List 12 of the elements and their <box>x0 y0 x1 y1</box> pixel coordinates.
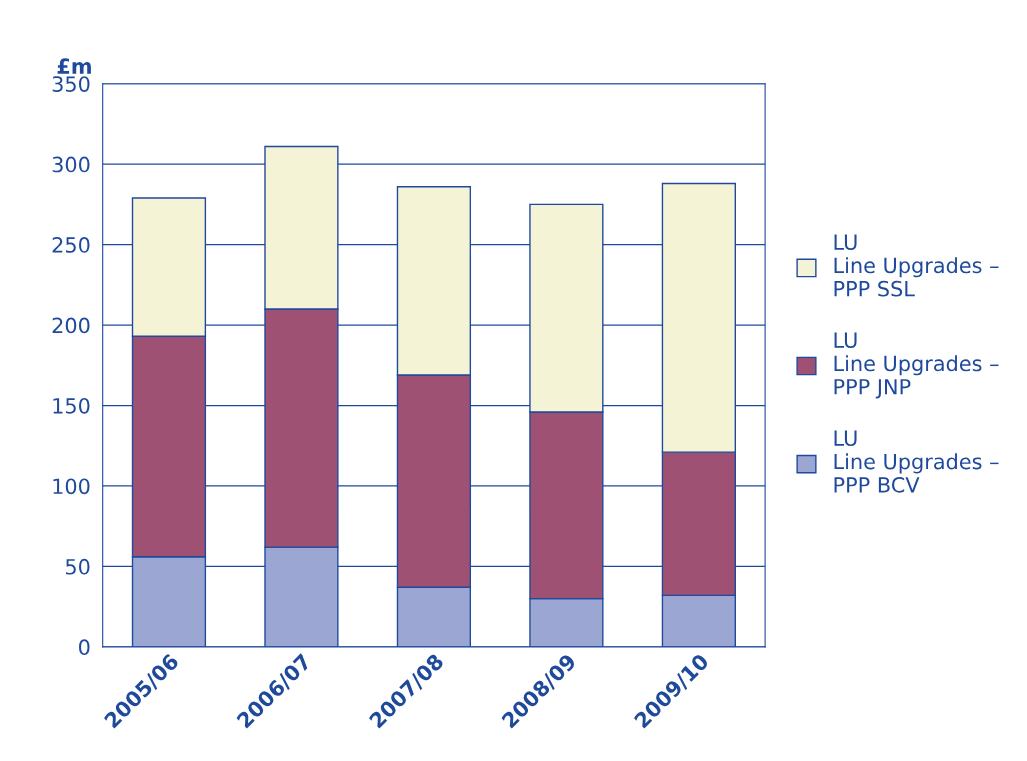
y-tick-label: 0 <box>79 639 90 656</box>
y-tick-label: 200 <box>52 317 90 334</box>
legend-label: LU Line Upgrades – PPP BCV <box>834 430 999 493</box>
y-axis-title: £m <box>57 58 91 74</box>
y-tick-label: 350 <box>52 76 90 92</box>
y-tick-label: 300 <box>52 156 90 173</box>
y-tick-label: 50 <box>65 558 90 575</box>
legend-label: LU Line Upgrades – PPP SSL <box>834 234 999 297</box>
y-tick-label: 100 <box>53 478 90 495</box>
y-tick-label: 250 <box>52 237 90 253</box>
y-tick-label: 150 <box>53 397 90 414</box>
legend-label: LU Line Upgrades – PPP JNP <box>834 332 999 399</box>
